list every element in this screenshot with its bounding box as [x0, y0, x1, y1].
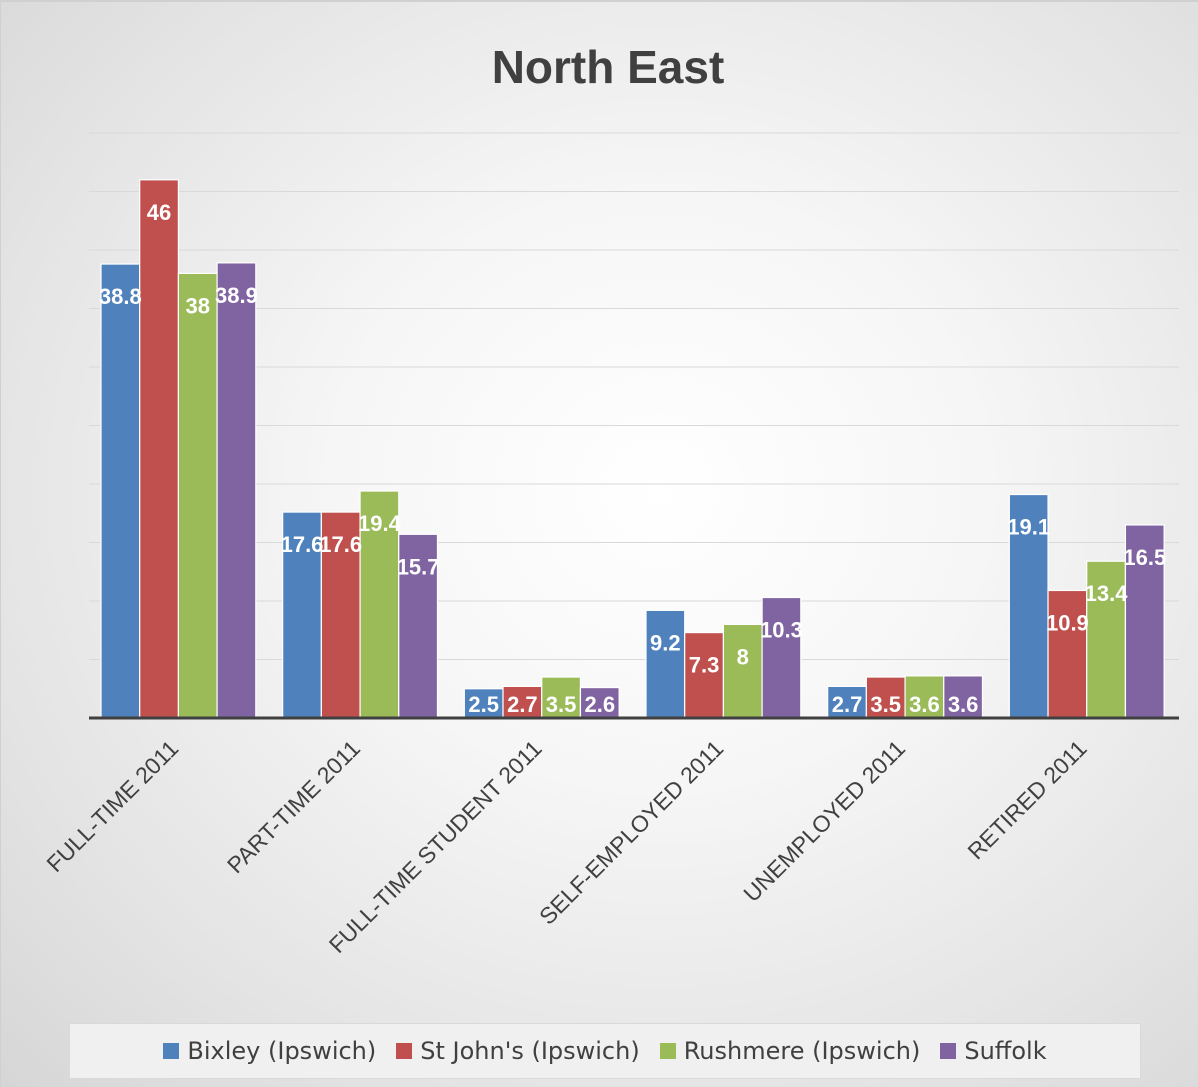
bar: [684, 631, 725, 719]
legend-swatch: [940, 1043, 957, 1059]
data-label: 2.7: [507, 692, 538, 717]
legend-label: Rushmere (Ipswich): [683, 1037, 921, 1065]
data-label: 38.9: [215, 283, 258, 308]
legend-item: Rushmere (Ipswich): [659, 1037, 921, 1065]
bar: [541, 676, 582, 719]
legend-label: Suffolk: [964, 1037, 1047, 1065]
legend-swatch: [163, 1043, 180, 1059]
bar: [177, 272, 218, 719]
data-label: 2.6: [584, 692, 615, 717]
data-label: 8: [737, 644, 749, 669]
legend-label: Bixley (Ipswich): [187, 1037, 377, 1065]
chart-title: North East: [491, 41, 725, 93]
legend-label: St John's (Ipswich): [420, 1037, 640, 1065]
data-label: 19.4: [358, 511, 402, 536]
bar: [645, 609, 686, 719]
legend-item: Suffolk: [940, 1037, 1047, 1065]
data-label: 9.2: [650, 630, 681, 655]
bar: [463, 688, 504, 719]
data-label: 38: [186, 293, 210, 318]
data-label: 13.4: [1085, 581, 1129, 606]
legend-item: St John's (Ipswich): [396, 1037, 640, 1065]
data-label: 2.5: [468, 692, 499, 717]
data-label: 7.3: [689, 653, 720, 678]
data-label: 17.6: [281, 532, 324, 557]
data-label: 10.3: [760, 617, 803, 642]
bar: [1124, 524, 1165, 719]
data-label: 3.5: [870, 692, 901, 717]
data-label: 46: [147, 200, 171, 225]
bar: [139, 179, 179, 719]
bar: [1047, 589, 1088, 719]
x-tick-label: RETIRED 2011: [962, 735, 1091, 864]
bar: [722, 623, 763, 719]
bar: [943, 675, 984, 719]
x-tick-label: PART-TIME 2011: [222, 735, 365, 878]
bar: [579, 686, 620, 719]
legend-item: Bixley (Ipswich): [163, 1037, 376, 1065]
legend: Bixley (Ipswich) St John's (Ipswich) Rushm…: [69, 1023, 1141, 1079]
data-label: 3.6: [909, 692, 940, 717]
x-tick-label: FULL-TIME 2011: [41, 735, 183, 877]
bar: [1008, 493, 1049, 719]
data-label: 19.1: [1007, 515, 1050, 540]
bar: [359, 490, 400, 719]
x-tick-label: FULL-TIME STUDENT 2011: [324, 735, 547, 958]
x-tick-label: SELF-EMPLOYED 2011: [534, 735, 728, 929]
data-label: 2.7: [832, 692, 863, 717]
data-label: 16.5: [1123, 545, 1166, 570]
data-label: 3.6: [948, 692, 979, 717]
bar: [761, 596, 802, 719]
x-tick-label: UNEMPLOYED 2011: [738, 735, 910, 907]
bar: [100, 263, 141, 719]
bar: [865, 676, 906, 719]
legend-swatch: [659, 1043, 676, 1059]
data-label: 17.6: [319, 532, 362, 557]
data-label: 15.7: [397, 554, 440, 579]
data-label: 3.5: [546, 692, 577, 717]
bar: [1086, 560, 1127, 719]
data-label: 38.8: [99, 284, 142, 309]
data-label: 10.9: [1046, 610, 1089, 635]
legend-swatch: [396, 1043, 413, 1059]
bar: [216, 262, 257, 719]
